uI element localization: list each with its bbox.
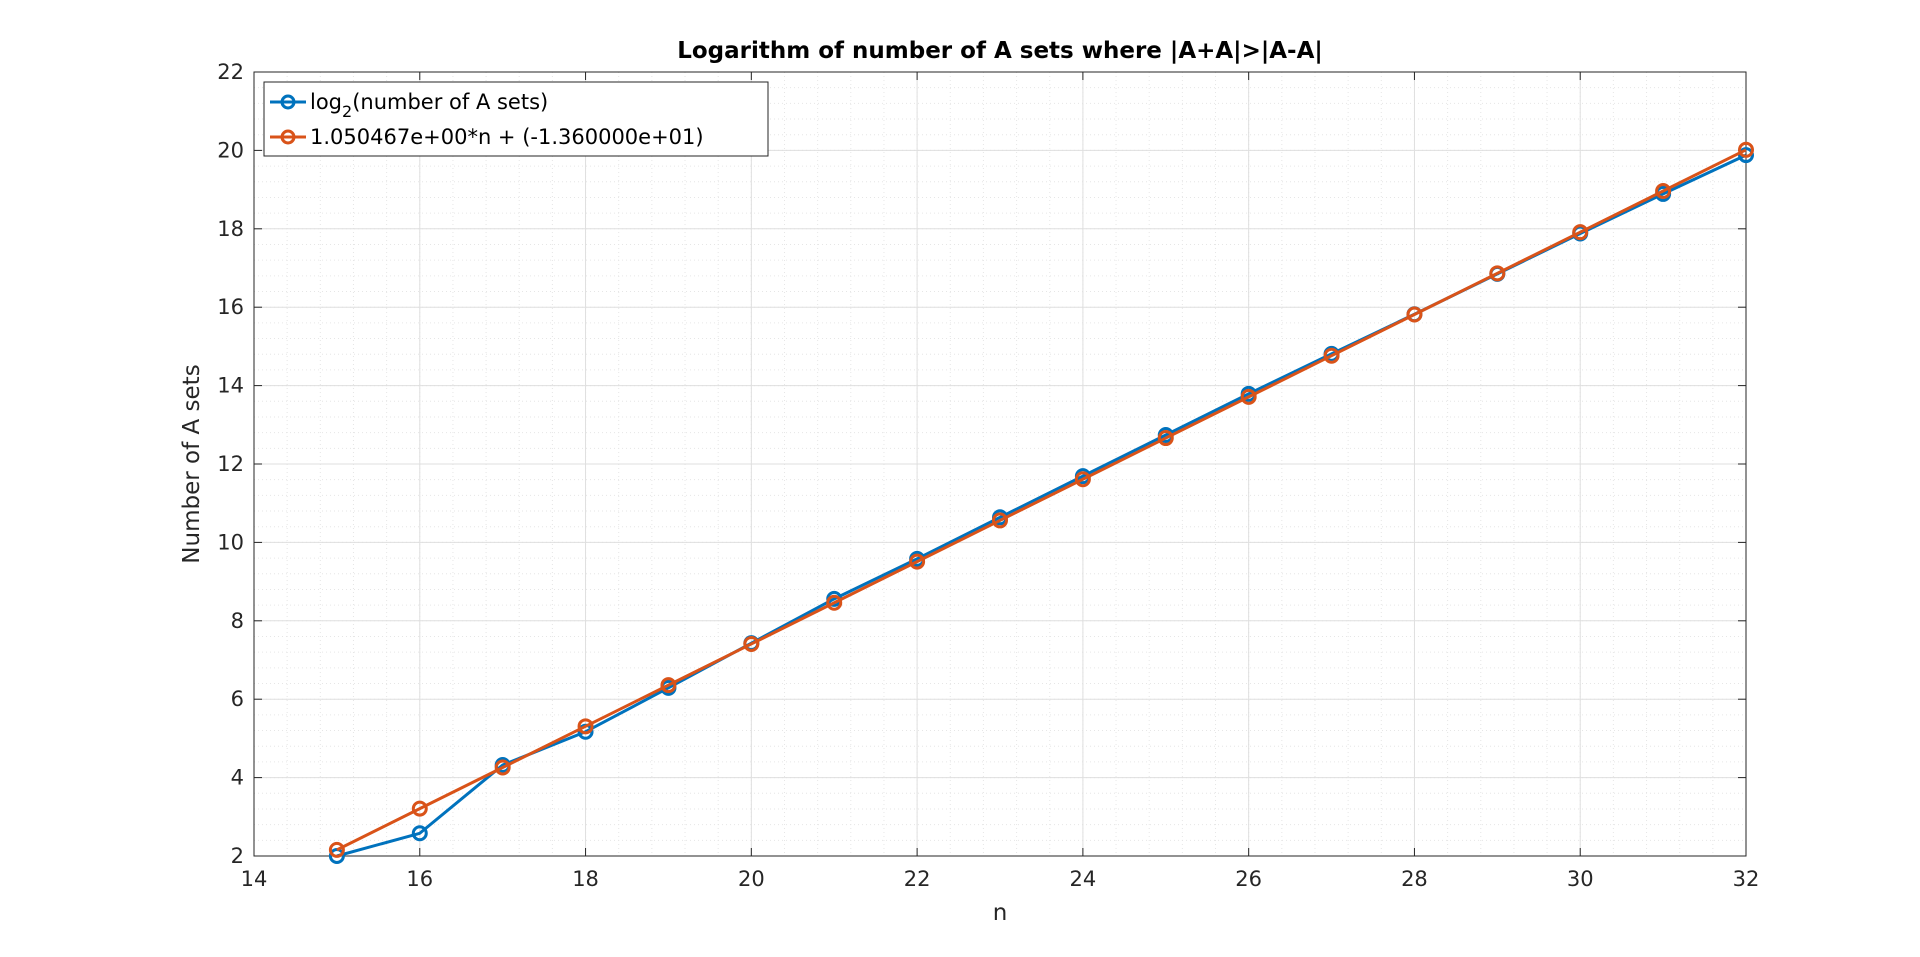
legend-entry-series-2: 1.050467e+00*n + (-1.360000e+01) <box>270 125 704 149</box>
y-tick-label: 20 <box>217 138 244 162</box>
x-tick-label: 24 <box>1070 867 1097 891</box>
axes <box>253 71 1747 857</box>
x-tick-label: 18 <box>572 867 599 891</box>
y-tick-labels: 2 4 6 8 10 12 14 16 18 20 22 <box>217 60 244 868</box>
series-2-point <box>909 553 926 570</box>
series-2-point <box>1655 183 1672 200</box>
series-layer <box>328 141 1754 864</box>
y-tick-label: 12 <box>217 452 244 476</box>
series-2-point <box>577 718 594 735</box>
legend-label-2: 1.050467e+00*n + (-1.360000e+01) <box>310 125 704 149</box>
series-1-point <box>411 825 428 842</box>
x-tick-label: 26 <box>1235 867 1262 891</box>
x-tick-label: 28 <box>1401 867 1428 891</box>
series-2-point <box>1489 265 1506 282</box>
series-2-point <box>494 759 511 776</box>
series-2-point <box>992 512 1008 529</box>
series-2-point <box>1240 388 1257 405</box>
legend-swatch-marker-2 <box>280 129 296 145</box>
x-tick-label: 14 <box>241 867 268 891</box>
y-tick-label: 8 <box>231 609 244 633</box>
x-tick-label: 16 <box>406 867 433 891</box>
legend-entry-series-1: log2(number of A sets) <box>270 90 548 121</box>
x-tick-label: 20 <box>738 867 765 891</box>
legend: log2(number of A sets) 1.050467e+00*n + … <box>263 81 769 157</box>
x-tick-label: 22 <box>904 867 931 891</box>
y-tick-label: 16 <box>217 295 244 319</box>
series-2-point <box>1157 430 1174 447</box>
series-2-point <box>1323 347 1340 364</box>
series-2-point <box>743 635 760 652</box>
y-tick-label: 2 <box>231 844 244 868</box>
y-axis-label: Number of A sets <box>179 364 205 563</box>
x-axis-label: n <box>993 900 1008 926</box>
axes-box <box>253 71 1747 857</box>
series-2-point <box>1074 471 1091 488</box>
legend-label-1-base: log <box>310 90 342 114</box>
x-tick-labels: 14 16 18 20 22 24 26 28 30 32 <box>241 867 1760 891</box>
chart-title: Logarithm of number of A sets where |A+A… <box>677 38 1323 64</box>
legend-label-1: log2(number of A sets) <box>310 90 548 121</box>
legend-label-1-rest: (number of A sets) <box>352 90 548 114</box>
legend-label-1-subscript: 2 <box>342 102 352 121</box>
series-2-point <box>1572 224 1589 241</box>
series-2-point <box>1738 141 1754 158</box>
series-2-point <box>660 677 677 694</box>
legend-swatch-marker-1 <box>280 94 296 110</box>
series-2-point <box>1406 306 1423 323</box>
series-2-point <box>826 594 843 611</box>
series-2-point <box>411 800 428 817</box>
y-tick-label: 14 <box>217 374 244 398</box>
series-2-line <box>336 148 1747 852</box>
legend-box <box>263 81 769 157</box>
y-tick-label: 22 <box>217 60 244 84</box>
y-tick-label: 10 <box>217 530 244 554</box>
series-2-point <box>328 841 345 858</box>
x-tick-label: 32 <box>1733 867 1760 891</box>
y-tick-label: 18 <box>217 217 244 241</box>
x-tick-label: 30 <box>1567 867 1594 891</box>
y-tick-label: 4 <box>231 766 244 790</box>
series-1-point <box>1738 147 1754 164</box>
y-tick-label: 6 <box>231 687 244 711</box>
